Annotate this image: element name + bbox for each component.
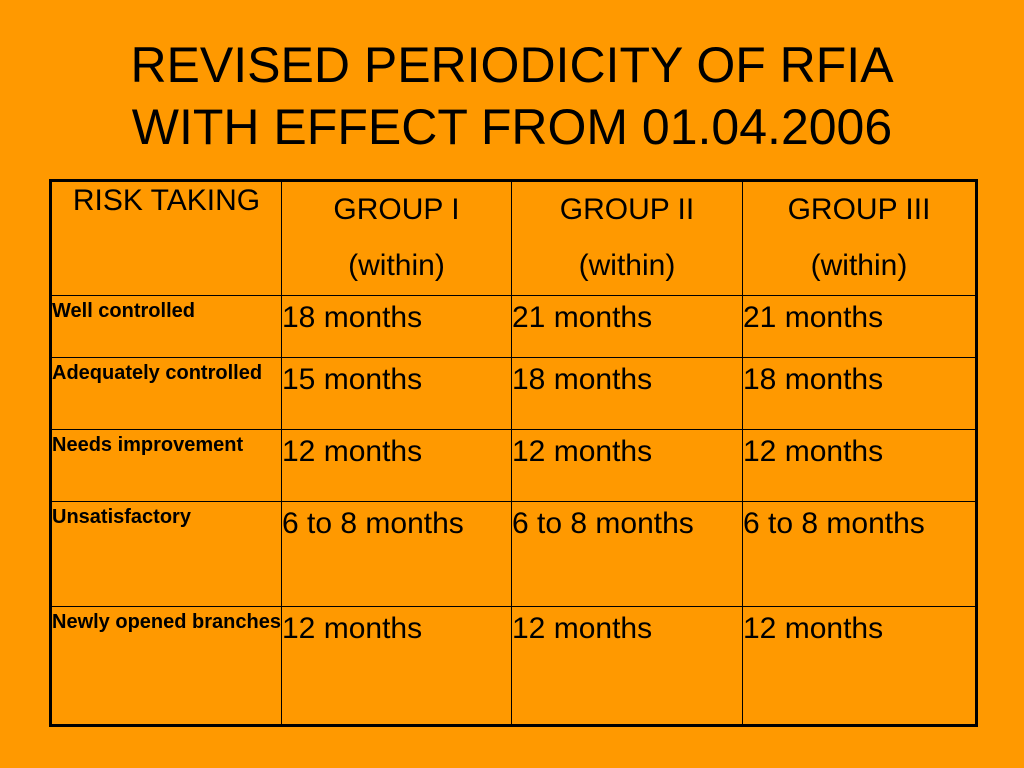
table-header-row: RISK TAKING GROUP I (within) GROUP II (w… bbox=[50, 180, 977, 296]
table-row: Adequately controlled 15 months 18 month… bbox=[50, 357, 977, 430]
slide-title: REVISED PERIODICITY OF RFIA WITH EFFECT … bbox=[0, 34, 1024, 158]
row-label-adequately-controlled: Adequately controlled bbox=[50, 357, 282, 430]
table-row: Well controlled 18 months 21 months 21 m… bbox=[50, 295, 977, 358]
title-line-1: REVISED PERIODICITY OF RFIA bbox=[130, 37, 894, 93]
group-3-header: GROUP III (within) bbox=[742, 180, 977, 296]
table-cell: 12 months bbox=[511, 606, 743, 726]
group-1-name: GROUP I bbox=[333, 193, 460, 226]
title-line-2: WITH EFFECT FROM 01.04.2006 bbox=[131, 99, 893, 155]
table-cell: 6 to 8 months bbox=[742, 501, 977, 607]
periodicity-table: RISK TAKING GROUP I (within) GROUP II (w… bbox=[49, 179, 978, 727]
table-cell: 12 months bbox=[281, 429, 512, 502]
table-row: Newly opened branches 12 months 12 month… bbox=[50, 606, 977, 726]
row-label-needs-improvement: Needs improvement bbox=[50, 429, 282, 502]
table-cell: 21 months bbox=[742, 295, 977, 358]
group-2-qualifier: (within) bbox=[578, 249, 676, 282]
group-1-header: GROUP I (within) bbox=[281, 180, 512, 296]
table-cell: 12 months bbox=[742, 429, 977, 502]
group-3-qualifier: (within) bbox=[810, 249, 908, 282]
group-3-name: GROUP III bbox=[787, 193, 931, 226]
table-cell: 15 months bbox=[281, 357, 512, 430]
table-cell: 12 months bbox=[742, 606, 977, 726]
table-row: Needs improvement 12 months 12 months 12… bbox=[50, 429, 977, 502]
row-label-well-controlled: Well controlled bbox=[50, 295, 282, 358]
table-cell: 18 months bbox=[511, 357, 743, 430]
row-label-newly-opened-branches: Newly opened branches bbox=[50, 606, 282, 726]
table-row: Unsatisfactory 6 to 8 months 6 to 8 mont… bbox=[50, 501, 977, 607]
table-cell: 18 months bbox=[742, 357, 977, 430]
table-cell: 6 to 8 months bbox=[511, 501, 743, 607]
group-2-name: GROUP II bbox=[559, 193, 695, 226]
table-cell: 21 months bbox=[511, 295, 743, 358]
risk-taking-header: RISK TAKING bbox=[50, 180, 282, 296]
table-cell: 12 months bbox=[281, 606, 512, 726]
table-cell: 18 months bbox=[281, 295, 512, 358]
group-2-header: GROUP II (within) bbox=[511, 180, 743, 296]
group-1-qualifier: (within) bbox=[348, 249, 445, 282]
table-cell: 12 months bbox=[511, 429, 743, 502]
row-label-unsatisfactory: Unsatisfactory bbox=[50, 501, 282, 607]
table-cell: 6 to 8 months bbox=[281, 501, 512, 607]
